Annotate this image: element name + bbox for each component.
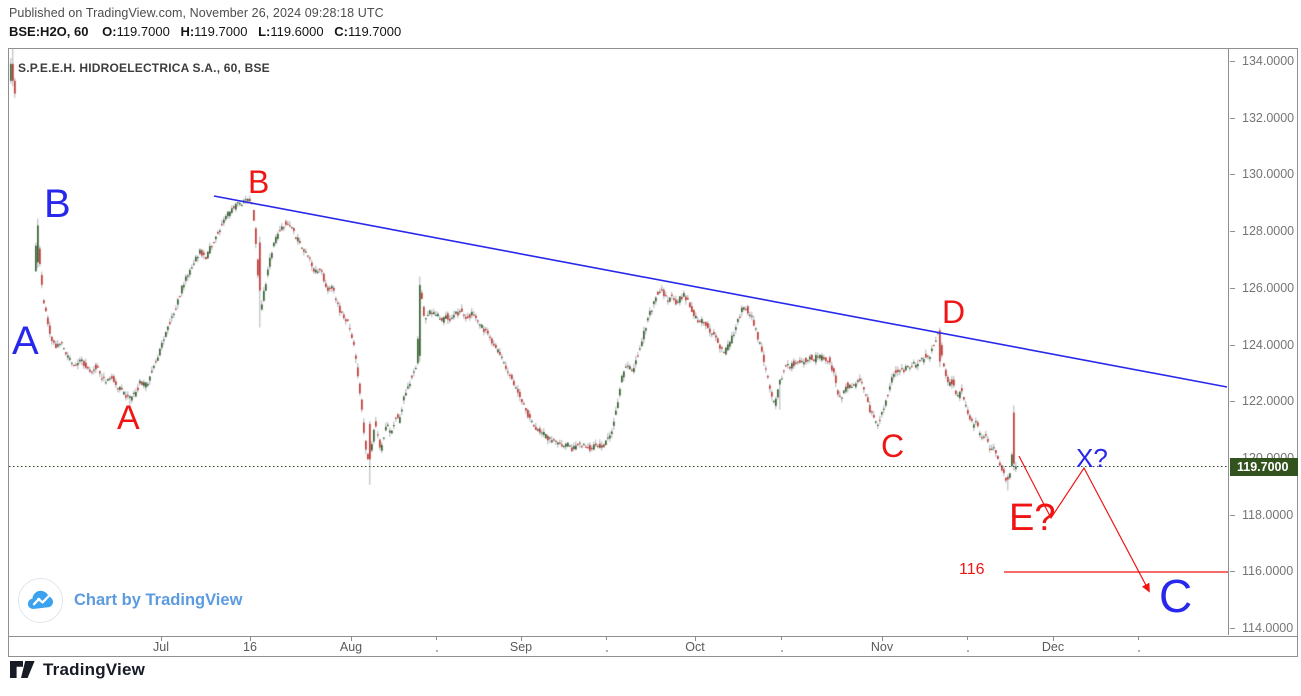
tradingview-watermark[interactable]: Chart by TradingView: [18, 578, 242, 623]
annotation-lines: [9, 195, 1228, 593]
wave-label-D-red: D: [942, 294, 966, 330]
wave-label-Xq-blue: X?: [1076, 443, 1108, 473]
footer-brand-text: TradingView: [43, 659, 146, 679]
time-minor-tick: [436, 637, 437, 640]
chart-title: S.P.E.E.H. HIDROELECTRICA S.A., 60, BSE: [18, 61, 270, 75]
price-tick-label: 122.0000: [1242, 394, 1295, 409]
price-tick-label: 118.0000: [1242, 507, 1294, 522]
wave-label-B-red: B: [248, 164, 270, 200]
time-tick: [351, 637, 352, 641]
price-tick-label: 114.0000: [1242, 621, 1294, 635]
price-tick: [1230, 628, 1235, 629]
price-tick-label: 126.0000: [1242, 280, 1295, 295]
tradingview-logo-icon: [10, 661, 35, 678]
time-minor-dot: [781, 650, 783, 652]
time-tick: [250, 637, 251, 641]
low-label: L:: [258, 24, 271, 39]
close-value: 119.7000: [347, 24, 402, 39]
price-tick-label: 124.0000: [1242, 337, 1295, 352]
time-minor-dot: [606, 650, 608, 652]
wave-label-Eq-red: E?: [1009, 497, 1056, 539]
time-tick-label: Dec: [1041, 640, 1065, 654]
wave-label-A-red: A: [117, 399, 140, 437]
symbol-name: BSE:H2O, 60: [9, 24, 89, 39]
published-timestamp: Published on TradingView.com, November 2…: [9, 6, 384, 20]
time-tick: [161, 637, 162, 641]
time-minor-tick: [781, 637, 782, 640]
time-tick: [695, 637, 696, 641]
price-tick: [1230, 231, 1235, 233]
price-axis: 119.7000 134.0000 132.0000 130.0000 128.000…: [1230, 49, 1298, 635]
time-tick-label: Aug: [339, 640, 363, 654]
time-minor-tick: [967, 637, 968, 640]
tradingview-logo-circle: [18, 578, 63, 623]
price-tick: [1230, 117, 1235, 119]
last-price-badge: 119.7000: [1230, 458, 1298, 476]
time-minor-dot: [1138, 650, 1140, 652]
wave-label-116-red: 116: [959, 561, 985, 578]
open-label: O:: [102, 24, 117, 39]
wave-label-C-red: C: [881, 428, 905, 464]
symbol-ohlc-line: BSE:H2O, 60 O:119.7000 H:119.7000 L:119.…: [9, 24, 408, 39]
time-tick-label: Sep: [509, 640, 533, 654]
wave-label-B-blue: B: [44, 182, 71, 226]
plot-area: S.P.E.E.H. HIDROELECTRICA S.A., 60, BSE …: [9, 49, 1229, 635]
price-tick-label: 130.0000: [1242, 167, 1295, 182]
wave-label-A-blue: A: [12, 319, 39, 363]
close-label: C:: [334, 24, 348, 39]
chart-widget: S.P.E.E.H. HIDROELECTRICA S.A., 60, BSE …: [8, 48, 1298, 657]
watermark-text[interactable]: Chart by TradingView: [74, 591, 243, 609]
price-tick-label: 132.0000: [1242, 110, 1295, 125]
high-label: H:: [180, 24, 195, 39]
price-tick: [1230, 514, 1235, 516]
time-tick-label: 16: [243, 640, 257, 654]
footer-brand[interactable]: TradingView: [10, 659, 145, 680]
time-minor-tick: [606, 637, 607, 640]
price-tick-label: 128.0000: [1242, 224, 1295, 239]
open-value: 119.7000: [116, 24, 170, 39]
tradingview-cloud-icon: [27, 590, 54, 609]
high-value: 119.7000: [194, 24, 248, 39]
wave-label-C-blue: C: [1159, 570, 1193, 622]
price-tick: [1230, 401, 1235, 403]
time-tick-label: Oct: [685, 640, 705, 654]
time-tick-label: Nov: [870, 640, 894, 654]
price-tick: [1230, 287, 1235, 289]
time-tick: [521, 637, 522, 641]
price-tick: [1230, 571, 1235, 573]
time-tick: [882, 637, 883, 641]
time-minor-dot: [436, 650, 438, 652]
price-tick: [1230, 174, 1235, 176]
price-tick: [1230, 344, 1235, 346]
price-tick-label: 134.0000: [1242, 54, 1295, 68]
time-tick-label: Jul: [153, 640, 169, 654]
price-tick-label: 116.0000: [1242, 564, 1294, 579]
candlestick-canvas: [9, 49, 1228, 635]
time-axis: Jul 16 Aug Sep Oct Nov Dec: [9, 636, 1297, 656]
price-tick: [1230, 61, 1235, 62]
time-minor-tick: [1138, 637, 1139, 640]
time-minor-dot: [967, 650, 969, 652]
low-value: 119.6000: [270, 24, 324, 39]
time-tick: [1053, 637, 1054, 641]
